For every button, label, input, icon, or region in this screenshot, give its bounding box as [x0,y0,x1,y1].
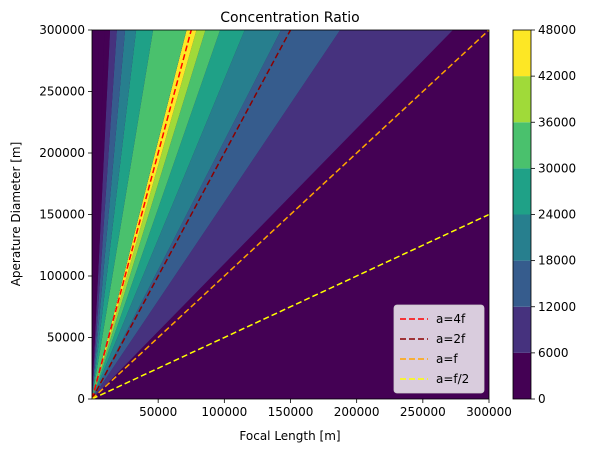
legend-box [393,304,485,394]
x-tick-label: 200000 [334,405,380,419]
reference-lines [92,30,489,399]
series-line [92,213,489,399]
y-axis-label: Aperature Diameter [m] [9,142,23,287]
colorbar-tick-label: 6000 [538,346,569,360]
x-tick-label: 50000 [139,405,177,419]
contour-band [92,30,206,399]
colorbar-tick-label: 30000 [538,161,576,175]
y-tick-label: 200000 [39,146,85,160]
contour-band [92,30,99,399]
contour-band [92,30,453,399]
contour-band [92,30,154,399]
y-tick-label: 100000 [39,269,85,283]
series-line [92,30,192,399]
contour-band [92,30,126,399]
colorbar-segment [513,306,531,353]
contour-band [92,30,282,399]
x-tick-label: 250000 [400,405,446,419]
colorbar-tick-label: 12000 [538,300,576,314]
legend: a=4f a=2f a=f a=f/2 [393,304,485,394]
contour-band [92,30,187,399]
colorbar-tick-label: 24000 [538,208,576,222]
colorbar-tick-label: 36000 [538,115,576,129]
series-line [92,30,489,399]
legend-label: a=2f [436,332,466,346]
x-axis-label: Focal Length [m] [239,429,340,443]
legend-label: a=4f [436,312,466,326]
colorbar-tick-label: 48000 [538,23,576,37]
colorbar-segment [513,260,531,307]
colorbar-tick-label: 42000 [538,69,576,83]
colorbar-tick-label: 0 [538,392,546,406]
x-tick-label: 300000 [466,405,512,419]
colorbar: 0 6000 12000 18000 24000 30000 36000 42000 48000 [512,23,576,406]
colorbar-segment [513,214,531,261]
y-tick-label: 0 [77,392,85,406]
legend-label: a=f [436,352,458,366]
contour-band [92,30,245,399]
y-axis-ticks: 0 50000 100000 150000 200000 250000 300000 [39,23,92,406]
colorbar-segment [513,76,531,123]
plot-area [92,30,489,399]
contour-band [92,30,197,399]
contour-band [92,30,341,399]
x-axis-ticks: 50000 100000 150000 200000 250000 300000 [139,399,512,419]
colorbar-segment [513,30,531,77]
y-tick-label: 250000 [39,85,85,99]
x-tick-label: 100000 [201,405,247,419]
colorbar-segment [513,168,531,215]
chart-title: Concentration Ratio [220,10,359,26]
contour-band [92,30,105,399]
contour-band [92,30,137,399]
contour-band [92,30,111,399]
y-tick-label: 150000 [39,208,85,222]
y-tick-label: 50000 [47,331,85,345]
colorbar-segment [513,122,531,169]
colorbar-tick-label: 18000 [538,254,576,268]
contour-band [92,30,221,399]
contour-band [92,30,117,399]
series-line [92,30,292,399]
x-tick-label: 150000 [268,405,314,419]
legend-label: a=f/2 [436,372,469,386]
y-tick-label: 300000 [39,23,85,37]
colorbar-segment [513,352,531,399]
